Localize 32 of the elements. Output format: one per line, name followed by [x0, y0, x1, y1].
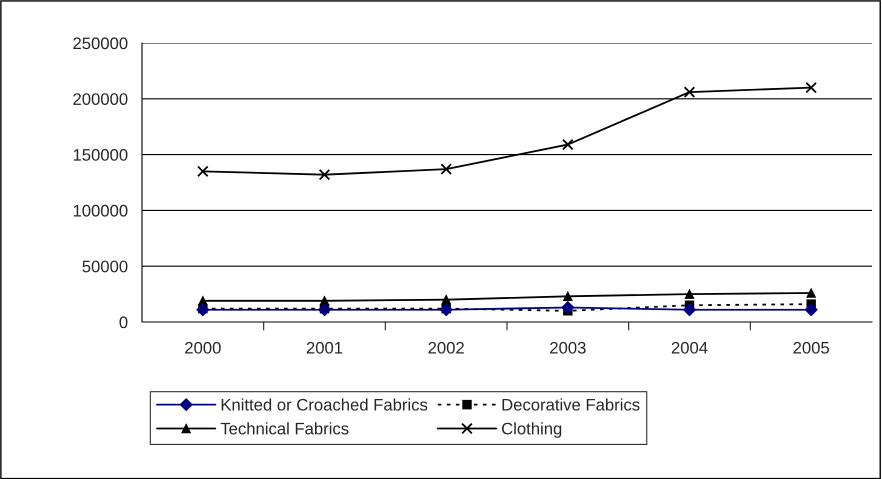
point — [197, 166, 209, 178]
point — [440, 303, 453, 316]
point — [196, 303, 210, 316]
point — [683, 303, 696, 316]
point — [563, 292, 573, 302]
point — [440, 163, 452, 175]
legend-label: Knitted or Croached Fabrics — [222, 398, 428, 411]
point — [318, 168, 330, 180]
point — [806, 288, 816, 298]
y-tick-label: 150000 — [74, 149, 128, 161]
y-tick-label: 100000 — [74, 204, 128, 217]
legend-label: Technical Fabrics — [220, 422, 348, 434]
x-tick-label: 2003 — [550, 342, 586, 354]
y-tick-label: 250000 — [73, 37, 128, 50]
x-tick-label: 2005 — [793, 342, 830, 354]
y-tick-label: 50000 — [82, 260, 128, 272]
point — [805, 82, 817, 94]
legend-label: Clothing — [502, 422, 562, 438]
y-tick-label: 0 — [119, 316, 128, 328]
point — [804, 303, 818, 316]
point — [561, 301, 574, 314]
point — [684, 289, 694, 299]
legend-label: Decorative Fabrics — [502, 398, 640, 411]
x-tick-label: 2000 — [185, 342, 221, 354]
x-tick-label: 2002 — [428, 342, 464, 354]
point — [562, 138, 574, 150]
y-tick-label: 200000 — [73, 93, 128, 106]
point — [318, 303, 331, 316]
point — [684, 86, 696, 98]
point — [441, 294, 451, 304]
x-tick-label: 2004 — [672, 342, 708, 354]
x-tick-label: 2001 — [306, 342, 342, 354]
